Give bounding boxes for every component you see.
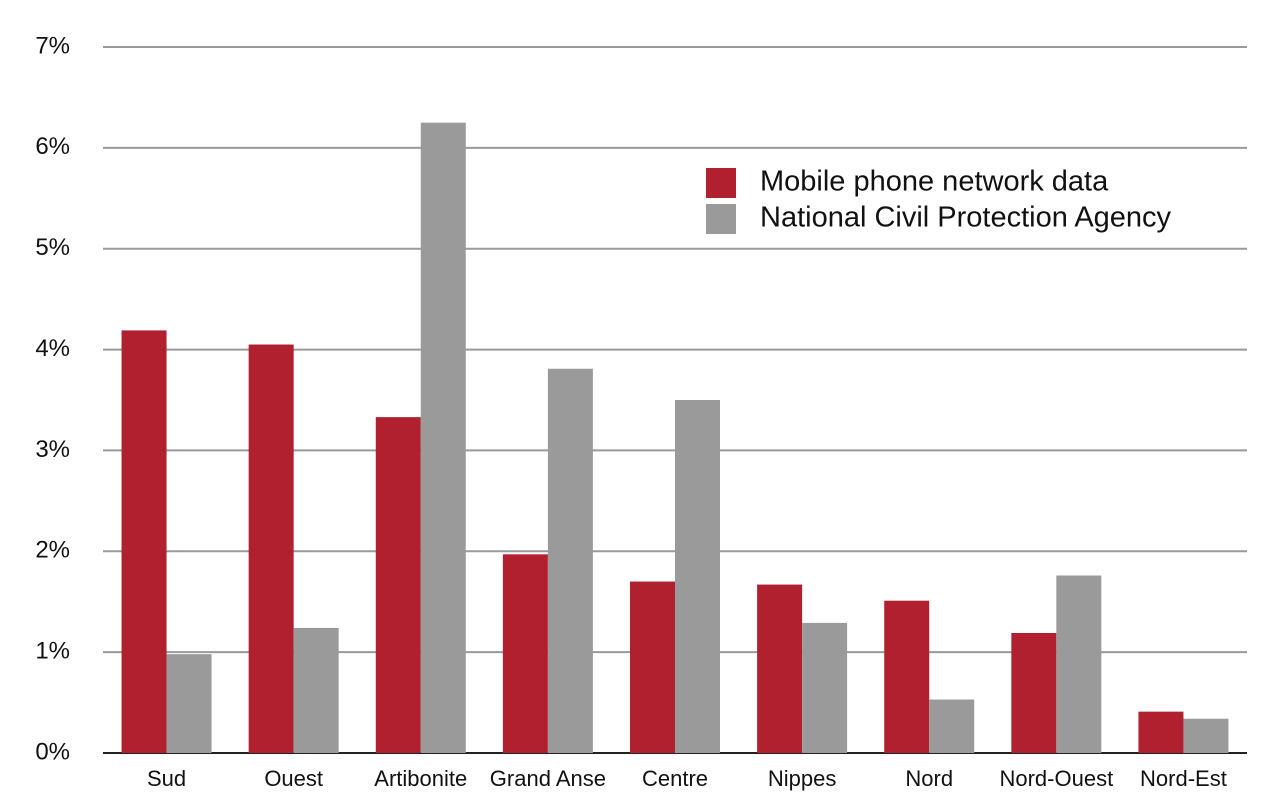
x-tick-label: Nippes xyxy=(768,766,836,791)
x-tick-label: Nord-Ouest xyxy=(999,766,1113,791)
bar xyxy=(166,654,212,753)
legend-label: National Civil Protection Agency xyxy=(760,202,1172,234)
bar xyxy=(1056,575,1102,753)
y-tick-label: 1% xyxy=(35,637,70,664)
bar xyxy=(1183,718,1229,753)
bar xyxy=(502,554,548,753)
y-tick-label: 2% xyxy=(35,537,70,564)
bar xyxy=(1011,632,1057,753)
legend-swatch xyxy=(706,204,736,234)
x-tick-label: Artibonite xyxy=(374,766,467,791)
bar xyxy=(248,344,294,753)
x-tick-label: Nord xyxy=(905,766,953,791)
bar xyxy=(929,699,975,753)
x-tick-label: Grand Anse xyxy=(490,766,606,791)
y-tick-label: 4% xyxy=(35,335,70,362)
bar xyxy=(802,622,848,753)
bar xyxy=(293,627,339,753)
legend-swatch xyxy=(706,168,736,198)
legend-label: Mobile phone network data xyxy=(760,166,1109,198)
bar xyxy=(375,417,421,753)
x-tick-label: Centre xyxy=(642,766,708,791)
y-tick-label: 3% xyxy=(35,436,70,463)
y-tick-label: 7% xyxy=(35,32,70,59)
bar xyxy=(757,584,803,753)
x-tick-label: Sud xyxy=(147,766,186,791)
bar xyxy=(884,600,930,753)
y-tick-label: 6% xyxy=(35,133,70,160)
bar xyxy=(547,368,593,753)
bar xyxy=(420,122,466,753)
bar xyxy=(121,330,167,753)
bar xyxy=(630,581,675,753)
bar xyxy=(675,400,720,753)
x-tick-label: Ouest xyxy=(264,766,323,791)
y-tick-label: 0% xyxy=(35,738,70,765)
x-tick-label: Nord-Est xyxy=(1140,766,1227,791)
y-tick-label: 5% xyxy=(35,234,70,261)
bar xyxy=(1138,711,1184,753)
